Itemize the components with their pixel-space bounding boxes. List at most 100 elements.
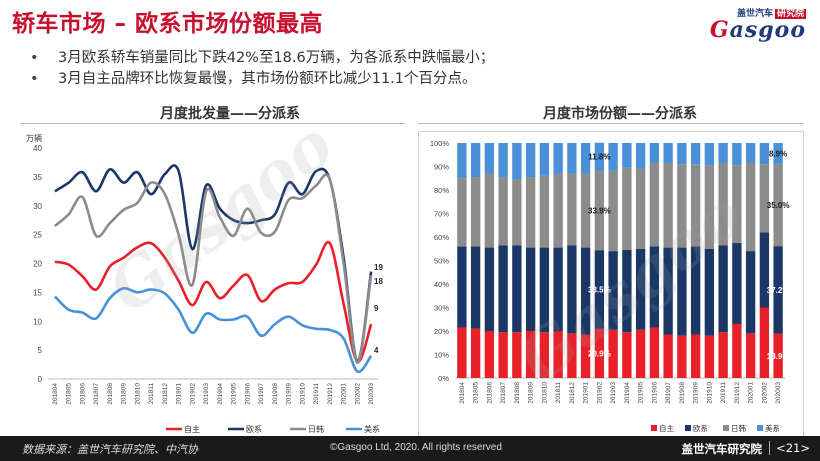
y-tick-label: 40%	[434, 280, 449, 289]
bar-segment-ouxi	[704, 248, 715, 336]
y-tick-label: 90%	[434, 163, 449, 172]
bar-segment-zizhu	[718, 332, 728, 378]
x-tick-label: 201811	[555, 382, 562, 404]
bar-segment-rihan	[704, 165, 715, 249]
bar-data-label: 37.2%	[767, 286, 790, 295]
legend-swatch	[651, 425, 657, 431]
bar-segment-meixi	[484, 143, 495, 174]
x-tick-label: 201907	[665, 382, 672, 404]
bar-segment-rihan	[773, 163, 783, 247]
line-chart-title: 月度批发量——分派系	[160, 106, 300, 122]
legend-label: 美系	[765, 423, 780, 433]
y-tick-label: 20%	[434, 327, 449, 336]
x-tick-label: 201908	[679, 382, 686, 404]
series-line-meixi	[53, 286, 373, 374]
bar-data-label: 8.9%	[769, 149, 787, 158]
x-tick-label: 201806	[79, 383, 86, 405]
page-number: <21>	[776, 441, 810, 455]
y-tick-label: 30%	[434, 304, 449, 313]
logo-mark-g: G	[709, 17, 730, 43]
x-tick-label: 201809	[121, 383, 128, 405]
x-tick-label: 201909	[693, 382, 700, 404]
bar-segment-ouxi	[635, 248, 646, 330]
bar-segment-ouxi	[759, 232, 770, 308]
bar-segment-ouxi	[718, 245, 728, 333]
bullet-text: 3月自主品牌环比恢复最慢，其市场份额环比减少11.1个百分点。	[58, 71, 477, 87]
bar-segment-zizhu	[622, 332, 632, 378]
x-tick-label: 201910	[299, 383, 306, 405]
legend-label: 欧系	[693, 423, 708, 433]
y-tick-label: 10%	[434, 351, 449, 360]
bar-segment-ouxi	[745, 251, 756, 334]
x-tick-label: 201809	[528, 382, 535, 404]
bar-segment-meixi	[732, 143, 742, 166]
bar-segment-rihan	[759, 164, 770, 233]
end-value-label: 4	[374, 346, 379, 355]
y-tick-label: 70%	[434, 210, 449, 219]
x-tick-label: 201904	[217, 383, 224, 405]
bar-segment-meixi	[553, 143, 563, 174]
bar-segment-rihan	[567, 173, 577, 246]
y-tick-label: 35	[33, 173, 42, 182]
x-tick-label: 202002	[761, 382, 768, 404]
bar-segment-zizhu	[457, 327, 467, 378]
x-tick-label: 201905	[638, 382, 645, 404]
bar-segment-meixi	[498, 143, 508, 178]
x-tick-label: 201901	[176, 383, 183, 405]
bar-segment-ouxi	[608, 251, 618, 330]
bar-segment-meixi	[690, 143, 701, 165]
bar-segment-rihan	[525, 177, 536, 248]
x-tick-label: 201904	[624, 382, 631, 404]
bar-segment-rihan	[457, 178, 467, 247]
y-tick-label: 0	[38, 375, 43, 384]
legend-label: 美系	[364, 424, 380, 434]
bullet-item: • 3月自主品牌环比恢复最慢，其市场份额环比减少11.1个百分点。	[28, 69, 494, 90]
bar-segment-zizhu	[759, 307, 770, 378]
x-tick-label: 201804	[52, 383, 59, 405]
x-tick-label: 201912	[327, 383, 334, 405]
x-tick-label: 201902	[189, 383, 196, 405]
bar-segment-ouxi	[622, 249, 632, 333]
bar-segment-rihan	[580, 173, 591, 248]
bar-segment-ouxi	[539, 247, 550, 333]
footer-bar: 数据来源：盖世汽车研究院、中汽协 ©Gasgoo Ltd, 2020. All …	[0, 436, 820, 461]
series-line-zizhu	[54, 240, 373, 363]
bar-segment-rihan	[690, 164, 701, 247]
x-tick-label: 201901	[583, 382, 590, 404]
bullet-dot-icon: •	[30, 50, 39, 66]
bar-segment-meixi	[677, 143, 687, 165]
x-tick-label: 201906	[651, 382, 658, 404]
bar-segment-ouxi	[512, 245, 522, 333]
bar-segment-zizhu	[704, 335, 715, 378]
bar-segment-rihan	[732, 165, 742, 243]
x-tick-label: 201810	[541, 382, 548, 404]
bar-segment-meixi	[594, 142, 605, 171]
bar-segment-zizhu	[594, 328, 605, 378]
y-tick-label: 50%	[434, 257, 449, 266]
bar-segment-zizhu	[580, 334, 591, 378]
bar-data-label: 33.5%	[588, 286, 611, 295]
bar-segment-zizhu	[484, 331, 495, 378]
gasgoo-logo: 盖世汽车 研究院 Gasgoo	[710, 4, 806, 44]
y-axis-unit: 万辆	[26, 133, 42, 143]
bar-segment-zizhu	[553, 331, 563, 378]
bar-segment-zizhu	[663, 334, 673, 378]
x-tick-label: 202001	[341, 383, 348, 405]
bar-segment-ouxi	[498, 245, 508, 333]
bar-segment-zizhu	[732, 323, 742, 378]
bar-segment-rihan	[594, 170, 605, 251]
bar-segment-meixi	[649, 143, 660, 163]
legend-label: 自主	[659, 423, 674, 433]
series-line-ouxi	[54, 164, 373, 363]
bar-segment-rihan	[498, 177, 508, 246]
bar-data-label: 33.9%	[588, 206, 611, 215]
bar-segment-meixi	[718, 143, 728, 163]
bar-segment-ouxi	[773, 246, 783, 334]
y-tick-label: 40	[33, 144, 42, 153]
x-tick-label: 201804	[459, 382, 466, 404]
bar-segment-rihan	[539, 175, 550, 248]
bar-segment-meixi	[512, 143, 522, 180]
x-tick-label: 201806	[486, 382, 493, 404]
